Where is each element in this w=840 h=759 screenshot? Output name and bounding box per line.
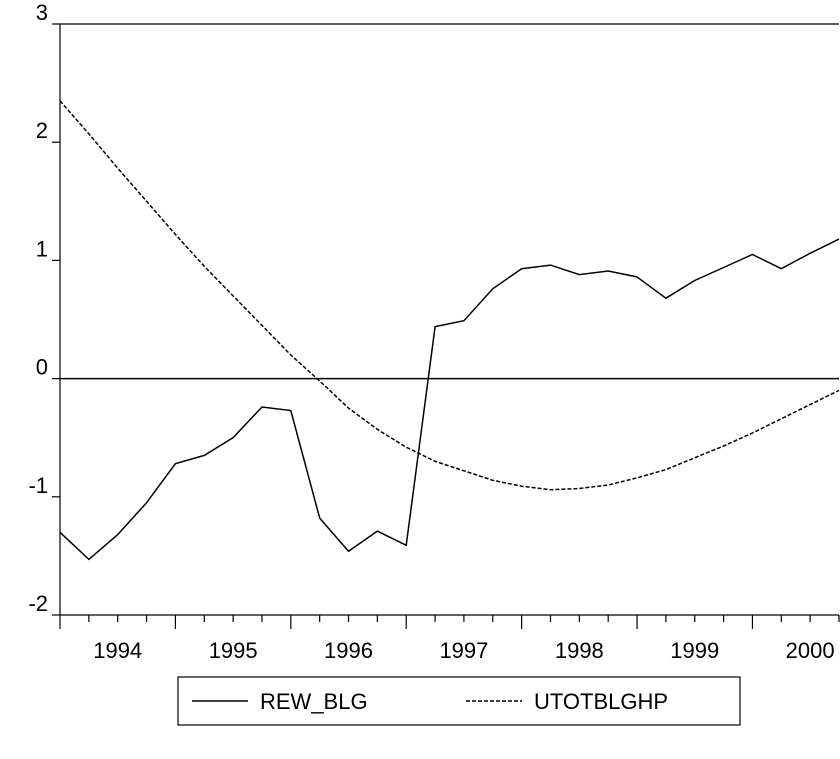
y-tick-label: 2 xyxy=(36,118,48,143)
x-tick-label: 1997 xyxy=(439,638,488,663)
series-line xyxy=(59,238,840,561)
legend-label: UTOTBLGHP xyxy=(534,689,668,714)
y-tick-label: 0 xyxy=(36,355,48,380)
x-tick-label: 2000 xyxy=(786,638,835,663)
x-tick-label: 1996 xyxy=(324,638,373,663)
y-tick-label: 3 xyxy=(36,0,48,25)
legend-box xyxy=(177,676,741,726)
x-tick-label: 1999 xyxy=(670,638,719,663)
y-tick-label: -2 xyxy=(28,591,48,616)
x-tick-label: 1995 xyxy=(209,638,258,663)
x-tick-label: 1994 xyxy=(93,638,142,663)
y-tick-label: -1 xyxy=(28,473,48,498)
legend-label: REW_BLG xyxy=(260,689,368,714)
y-tick-label: 1 xyxy=(36,236,48,261)
x-tick-label: 1998 xyxy=(555,638,604,663)
series-line xyxy=(59,100,840,491)
